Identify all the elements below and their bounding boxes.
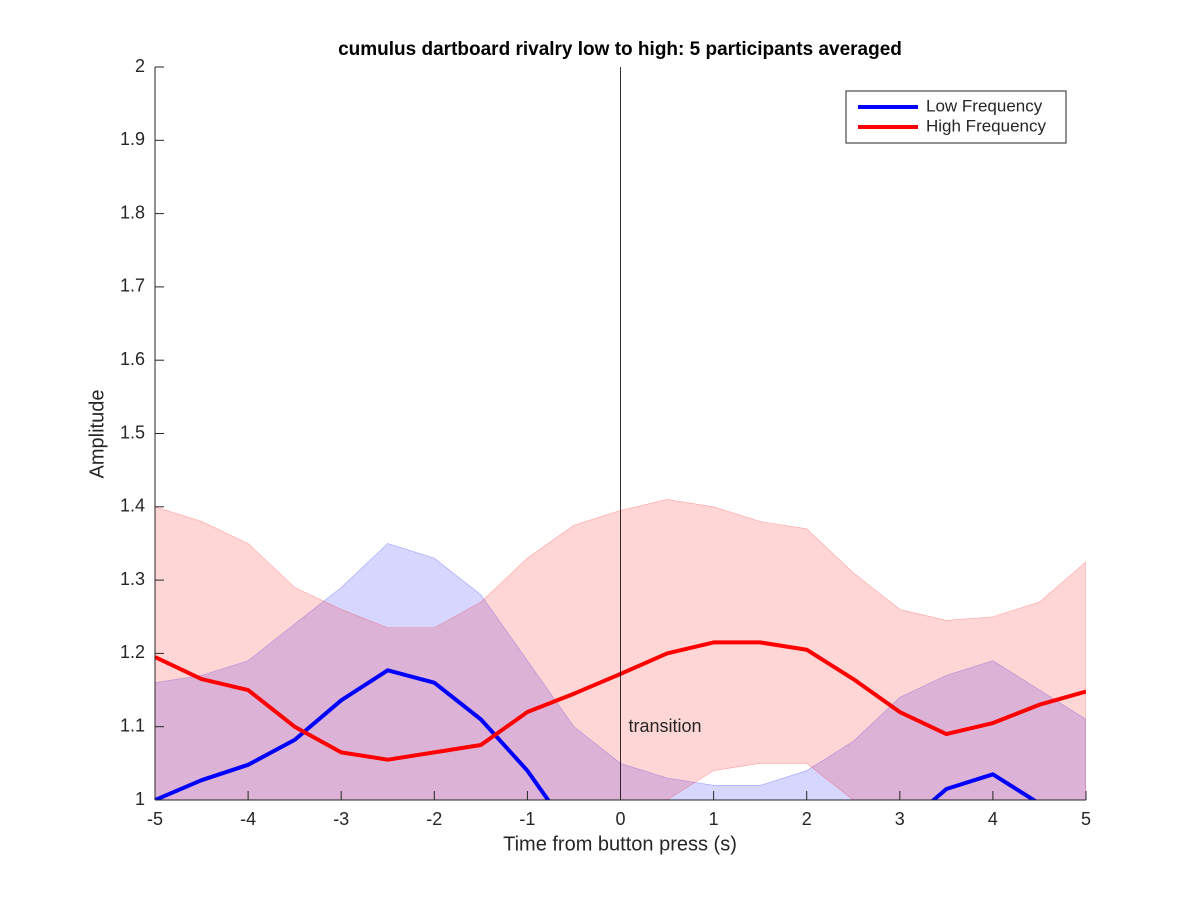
x-tick-label: 5 xyxy=(1081,809,1091,829)
y-tick-label: 2 xyxy=(135,56,145,76)
y-axis-label: Amplitude xyxy=(86,390,108,479)
legend-box xyxy=(845,90,1067,144)
y-tick-label: 1.3 xyxy=(120,569,145,589)
chart-title: cumulus dartboard rivalry low to high: 5… xyxy=(338,39,902,60)
x-tick-label: -5 xyxy=(147,809,163,829)
y-tick-label: 1.6 xyxy=(120,349,145,369)
legend-label: Low Frequency xyxy=(926,96,1043,115)
x-tick-label: -4 xyxy=(240,809,256,829)
y-tick-label: 1.5 xyxy=(120,422,145,442)
y-tick-label: 1.9 xyxy=(120,129,145,149)
y-tick-label: 1 xyxy=(135,789,145,809)
confidence-band xyxy=(155,543,1086,800)
y-tick-label: 1.1 xyxy=(120,715,145,735)
data-line xyxy=(155,668,1038,800)
legend-label: High Frequency xyxy=(926,116,1047,135)
x-tick-label: 4 xyxy=(988,809,998,829)
x-tick-label: -3 xyxy=(333,809,349,829)
x-tick-label: -1 xyxy=(519,809,535,829)
x-tick-label: 0 xyxy=(615,809,625,829)
x-tick-label: 2 xyxy=(802,809,812,829)
x-tick-label: 3 xyxy=(895,809,905,829)
y-tick-label: 1.8 xyxy=(120,202,145,222)
x-tick-label: 1 xyxy=(709,809,719,829)
y-tick-label: 1.2 xyxy=(120,642,145,662)
annotation: transition xyxy=(629,716,702,736)
y-tick-label: 1.7 xyxy=(120,276,145,296)
y-tick-label: 1.4 xyxy=(120,496,145,516)
x-axis-label: Time from button press (s) xyxy=(503,833,737,855)
x-tick-label: -2 xyxy=(426,809,442,829)
